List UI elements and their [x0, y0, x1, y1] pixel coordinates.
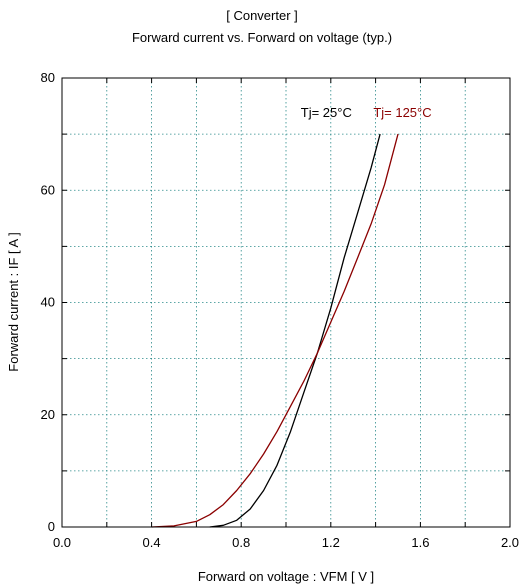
- chart-title: [ Converter ]: [226, 8, 298, 23]
- y-tick-label: 60: [41, 182, 55, 197]
- plot-frame: [61, 77, 511, 528]
- grid: [62, 78, 510, 527]
- x-tick-label: 0.4: [143, 535, 161, 550]
- y-axis-label: Forward current : IF [ A ]: [6, 232, 21, 371]
- annotations: Tj= 25°C Tj= 125°C: [301, 105, 432, 120]
- y-tick-label: 40: [41, 295, 55, 310]
- x-tick-label: 0.8: [232, 535, 250, 550]
- y-tick-label: 80: [41, 70, 55, 85]
- y-tick-label: 20: [41, 407, 55, 422]
- x-axis-label: Forward on voltage : VFM [ V ]: [198, 569, 374, 584]
- series-layer: [151, 133, 399, 528]
- x-tick-label: 1.6: [411, 535, 429, 550]
- chart-subtitle: Forward current vs. Forward on voltage (…: [132, 30, 392, 45]
- series-line-tj-125c: [151, 133, 399, 528]
- annotation-tj-125c: Tj= 125°C: [373, 105, 431, 120]
- x-tick-label: 2.0: [501, 535, 519, 550]
- series-line-tj-25c: [209, 133, 381, 528]
- y-tick-label: 0: [48, 519, 55, 534]
- tick-labels: 0.0 0.4 0.8 1.2 1.6 2.0 0 20 40 60 80: [41, 70, 520, 550]
- x-tick-label: 1.2: [322, 535, 340, 550]
- annotation-tj-25c: Tj= 25°C: [301, 105, 352, 120]
- x-tick-label: 0.0: [53, 535, 71, 550]
